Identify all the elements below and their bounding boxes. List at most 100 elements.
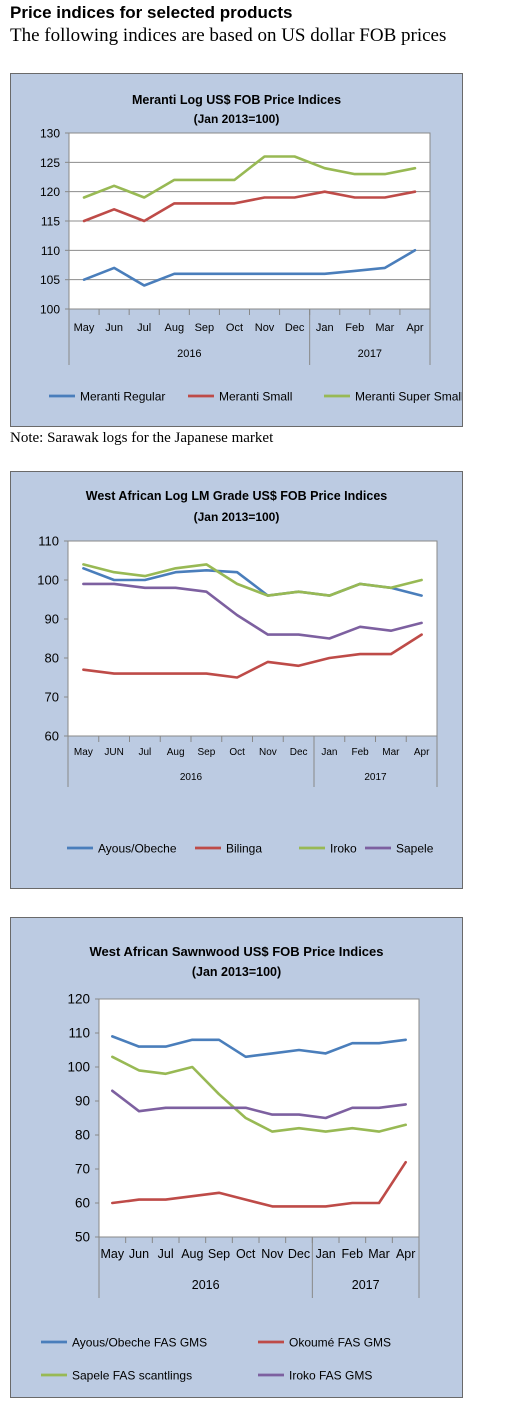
x-tick-label: Jun [129, 1247, 149, 1261]
legend-item-sapele: Sapele [365, 842, 434, 856]
x-tick-label: Apr [406, 322, 423, 334]
x-tick-label: Feb [345, 322, 364, 334]
x-tick-label: Mar [382, 747, 400, 758]
y-tick-label: 130 [40, 127, 60, 141]
page-subheading: The following indices are based on US do… [10, 25, 446, 47]
year-group-label: 2016 [177, 348, 201, 360]
legend-label: Sapele FAS scantlings [72, 1369, 192, 1383]
x-tick-label: Feb [352, 747, 370, 758]
meranti-chart: Meranti Log US$ FOB Price Indices (Jan 20… [11, 74, 462, 426]
x-tick-label: Dec [290, 747, 308, 758]
legend-item-meranti-small: Meranti Small [188, 390, 292, 404]
y-tick-label: 120 [40, 185, 60, 199]
legend-label: Iroko FAS GMS [289, 1369, 372, 1383]
x-tick-label: May [101, 1247, 125, 1261]
legend-label: Ayous/Obeche FAS GMS [72, 1336, 207, 1350]
x-tick-label: Nov [255, 322, 275, 334]
y-tick-label: 115 [41, 215, 60, 229]
legend-item-ayous-obeche: Ayous/Obeche [67, 842, 177, 856]
x-tick-label: Jul [138, 747, 151, 758]
y-tick-label: 110 [38, 534, 59, 549]
legend-label: Meranti Regular [80, 390, 165, 404]
chart-subtitle: (Jan 2013=100) [192, 965, 281, 979]
page-heading: Price indices for selected products [10, 3, 292, 23]
west-african-sawnwood-chart: West African Sawnwood US$ FOB Price Indi… [11, 918, 462, 1397]
legend-label: Okoumé FAS GMS [289, 1336, 391, 1350]
chart-title: West African Sawnwood US$ FOB Price Indi… [89, 944, 383, 959]
y-tick-label: 60 [75, 1196, 90, 1211]
legend-label: Meranti Small [219, 390, 292, 404]
x-tick-label: Dec [288, 1247, 310, 1261]
meranti-chart-panel: Meranti Log US$ FOB Price Indices (Jan 20… [10, 73, 463, 427]
chart-title: West African Log LM Grade US$ FOB Price … [86, 489, 388, 503]
west-african-log-chart-panel: West African Log LM Grade US$ FOB Price … [10, 471, 463, 889]
y-tick-label: 100 [40, 303, 60, 317]
legend-item-iroko-fas-gms: Iroko FAS GMS [258, 1369, 372, 1383]
x-tick-label: Jun [105, 322, 123, 334]
x-tick-label: Apr [414, 747, 430, 758]
west-african-log-chart: West African Log LM Grade US$ FOB Price … [11, 472, 462, 888]
y-tick-label: 125 [40, 156, 60, 170]
y-tick-label: 90 [75, 1094, 90, 1109]
legend-item-meranti-regular: Meranti Regular [49, 390, 165, 404]
y-tick-label: 70 [75, 1162, 90, 1177]
legend-label: Meranti Super Small [355, 390, 462, 404]
x-tick-label: May [74, 322, 95, 334]
x-tick-label: Feb [342, 1247, 364, 1261]
x-tick-label: Jul [158, 1247, 174, 1261]
x-tick-label: Aug [167, 747, 185, 758]
x-tick-label: Sep [197, 747, 215, 758]
year-group-label: 2017 [358, 348, 382, 360]
x-tick-label: Nov [259, 747, 277, 758]
x-tick-label: Mar [375, 322, 394, 334]
x-tick-label: Jul [137, 322, 151, 334]
x-tick-label: Apr [396, 1247, 415, 1261]
x-tick-label: Oct [229, 747, 245, 758]
chart-note: Note: Sarawak logs for the Japanese mark… [10, 430, 273, 447]
year-group-label: 2017 [352, 1278, 380, 1292]
legend-label: Bilinga [226, 842, 262, 856]
legend-item-meranti-super-small: Meranti Super Small [324, 390, 462, 404]
west-african-sawnwood-chart-panel: West African Sawnwood US$ FOB Price Indi… [10, 917, 463, 1398]
y-tick-label: 105 [40, 273, 60, 287]
plot-area [68, 541, 437, 736]
x-tick-label: Jan [316, 1247, 336, 1261]
x-tick-label: Dec [285, 322, 305, 334]
legend-item-sapele-fas-scantlings: Sapele FAS scantlings [41, 1369, 192, 1383]
x-tick-label: Oct [236, 1247, 256, 1261]
x-tick-label: JUN [104, 747, 123, 758]
year-group-label: 2017 [364, 772, 387, 783]
y-tick-label: 100 [37, 573, 59, 588]
x-tick-label: Jan [316, 322, 334, 334]
x-tick-label: May [74, 747, 93, 758]
year-group-label: 2016 [192, 1278, 220, 1292]
y-tick-label: 90 [45, 612, 59, 627]
legend-label: Sapele [396, 842, 434, 856]
x-tick-label: Oct [226, 322, 243, 334]
y-tick-label: 110 [41, 244, 60, 258]
x-tick-label: Aug [165, 322, 185, 334]
y-tick-label: 80 [45, 651, 59, 666]
x-tick-label: Aug [181, 1247, 203, 1261]
y-tick-label: 70 [45, 690, 59, 705]
x-tick-label: Nov [261, 1247, 284, 1261]
y-tick-label: 50 [75, 1230, 90, 1245]
chart-subtitle: (Jan 2013=100) [194, 112, 280, 126]
y-tick-label: 110 [68, 1026, 90, 1041]
legend-label: Iroko [330, 842, 357, 856]
legend-item-bilinga: Bilinga [195, 842, 262, 856]
legend-item-okoum-fas-gms: Okoumé FAS GMS [258, 1336, 391, 1350]
y-tick-label: 60 [45, 729, 59, 744]
x-tick-label: Sep [195, 322, 215, 334]
x-tick-label: Mar [368, 1247, 390, 1261]
chart-subtitle: (Jan 2013=100) [194, 510, 280, 524]
x-tick-label: Sep [208, 1247, 230, 1261]
x-tick-label: Jan [321, 747, 337, 758]
chart-title: Meranti Log US$ FOB Price Indices [132, 93, 341, 107]
year-group-label: 2016 [180, 772, 203, 783]
legend-item-iroko: Iroko [299, 842, 357, 856]
legend-item-ayous-obeche-fas-gms: Ayous/Obeche FAS GMS [41, 1336, 207, 1350]
y-tick-label: 120 [67, 992, 90, 1007]
y-tick-label: 80 [75, 1128, 90, 1143]
legend-label: Ayous/Obeche [98, 842, 177, 856]
